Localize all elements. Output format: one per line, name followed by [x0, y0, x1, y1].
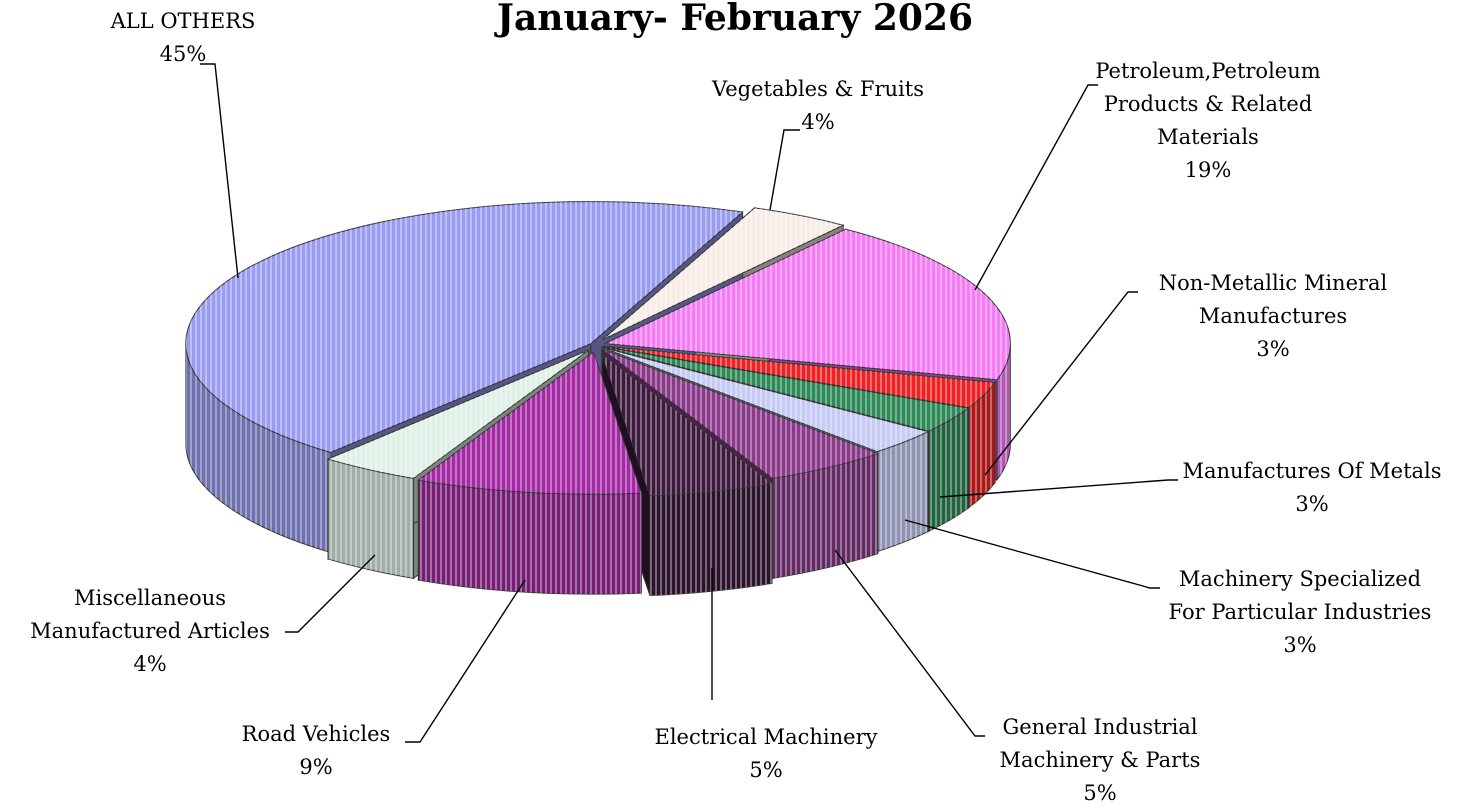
- slice-label-0-0: Vegetables & Fruits: [711, 77, 924, 101]
- pie-tops: [185, 201, 1011, 497]
- slice-side-texture-4-0: [877, 431, 928, 552]
- slice-value-label-0: 4%: [801, 110, 834, 134]
- slice-texture-0: [602, 207, 844, 340]
- leader-line-9: [200, 63, 239, 279]
- leader-lines: [200, 63, 1178, 743]
- slice-value-label-7: 9%: [299, 755, 332, 779]
- slice-value-label-1: 19%: [1185, 158, 1232, 182]
- leader-line-1: [974, 84, 1098, 291]
- leader-line-5: [834, 549, 985, 737]
- slice-label-7-0: Road Vehicles: [242, 722, 391, 746]
- slice-label-9-0: ALL OTHERS: [110, 9, 256, 33]
- slice-label-4-1: For Particular Industries: [1169, 600, 1432, 624]
- slice-label-8-0: Miscellaneous: [74, 586, 226, 610]
- slice-value-label-3: 3%: [1295, 492, 1328, 516]
- slice-side-texture-8-0: [328, 459, 414, 579]
- chart-title: January- February 2026: [494, 0, 973, 39]
- leader-line-3: [939, 479, 1178, 498]
- slice-label-4-0: Machinery Specialized: [1179, 567, 1421, 591]
- slice-value-label-2: 3%: [1256, 337, 1289, 361]
- slice-label-6-0: Electrical Machinery: [655, 725, 878, 749]
- slice-texture-5: [602, 349, 878, 479]
- leader-line-7: [405, 579, 526, 743]
- leader-line-0: [769, 129, 800, 211]
- slice-label-2-1: Manufactures: [1199, 304, 1347, 328]
- slice-side-texture-6-0: [649, 483, 772, 596]
- slice-label-1-1: Products & Related: [1104, 92, 1313, 116]
- slice-value-label-9: 45%: [160, 42, 207, 66]
- slice-side-texture-3-0: [928, 408, 969, 532]
- slice-side-texture-2-0: [968, 382, 996, 508]
- slice-texture-4: [601, 347, 928, 452]
- slice-labels: Vegetables & Fruits 4% Petroleum,Petroleum…: [30, 9, 1441, 805]
- slice-texture-2: [603, 346, 996, 408]
- slice-side-texture-7-0: [418, 480, 642, 595]
- leader-line-8: [285, 554, 376, 633]
- leader-line-2: [984, 291, 1138, 476]
- slice-texture-9: [185, 201, 743, 453]
- slice-value-label-6: 5%: [749, 758, 782, 782]
- slice-side-texture-9-0: [185, 343, 331, 553]
- slice-value-label-8: 4%: [133, 652, 166, 676]
- slice-value-label-4: 3%: [1283, 633, 1316, 657]
- slice-texture-3: [602, 346, 969, 432]
- slice-label-5-1: Machinery & Parts: [1000, 748, 1201, 772]
- slice-label-2-0: Non-Metallic Mineral: [1159, 271, 1388, 295]
- slice-texture-6: [601, 354, 772, 496]
- slice-label-8-1: Manufactured Articles: [30, 619, 270, 643]
- slice-side-texture-5-0: [772, 453, 878, 579]
- slice-label-1-0: Petroleum,Petroleum: [1095, 59, 1320, 83]
- slice-label-1-2: Materials: [1157, 125, 1259, 149]
- slice-value-label-5: 5%: [1083, 781, 1116, 805]
- slice-label-5-0: General Industrial: [1002, 715, 1197, 739]
- slice-texture-8: [328, 350, 589, 479]
- slice-texture-1: [605, 229, 1011, 380]
- slice-label-3-0: Manufactures Of Metals: [1182, 459, 1441, 483]
- leader-line-4: [904, 519, 1160, 589]
- slice-texture-7: [418, 352, 642, 495]
